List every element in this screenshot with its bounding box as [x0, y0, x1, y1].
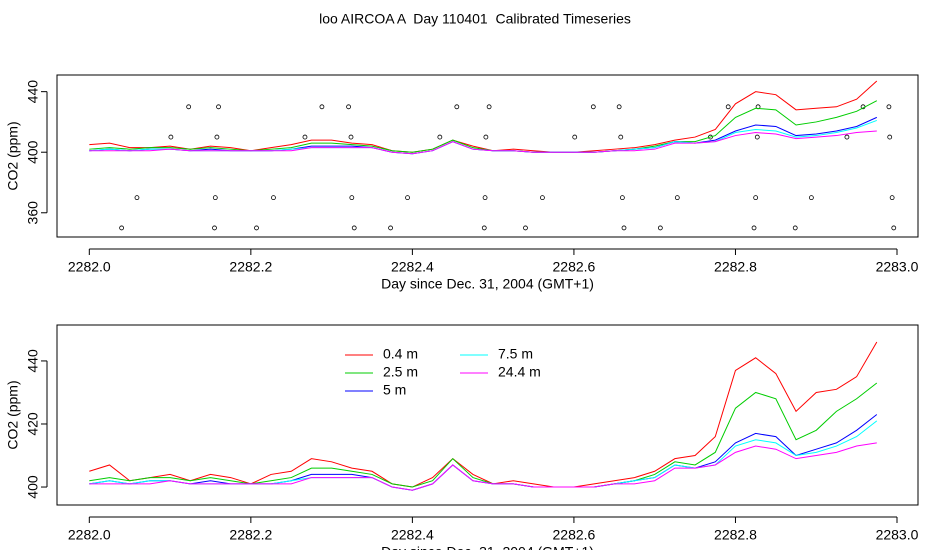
- calibration-point: [618, 134, 624, 140]
- calibration-point: [590, 104, 596, 110]
- calibration-point: [616, 104, 622, 110]
- x-tick-label: 2283.0: [876, 527, 919, 543]
- x-tick-label: 2282.2: [229, 259, 272, 275]
- calibration-point: [319, 104, 325, 110]
- legend-label: 2.5 m: [383, 364, 418, 380]
- series-line: [89, 80, 878, 153]
- series-line: [89, 442, 877, 491]
- series-line: [89, 420, 878, 491]
- calibration-point: [523, 225, 528, 231]
- calibration-point: [186, 104, 192, 110]
- series-line: [89, 100, 878, 153]
- x-tick-label: 2283.0: [876, 259, 919, 275]
- calibration-point: [351, 225, 357, 231]
- calibration-point: [168, 134, 174, 140]
- calibration-point: [214, 134, 220, 140]
- calibration-point: [674, 195, 680, 201]
- calibration-point: [619, 195, 625, 201]
- calibration-point: [887, 134, 893, 140]
- legend-label: 7.5 m: [498, 346, 533, 362]
- series-line: [89, 341, 878, 488]
- calibration-point: [889, 195, 895, 201]
- x-tick-label: 2282.2: [229, 527, 272, 543]
- calibration-point: [483, 134, 489, 140]
- calibration-point: [119, 225, 125, 231]
- calibration-point: [708, 134, 713, 140]
- calibration-point: [844, 134, 850, 140]
- calibration-point: [348, 134, 354, 140]
- calibration-point: [454, 104, 460, 110]
- x-tick-label: 2282.0: [68, 527, 111, 543]
- calibration-point: [437, 134, 443, 140]
- chart-title: loo AIRCOA A Day 110401 Calibrated Times…: [319, 11, 631, 27]
- calibration-point: [657, 225, 663, 231]
- calibration-point: [486, 104, 492, 110]
- y-axis-label: CO2 (ppm): [5, 121, 21, 190]
- calibration-point: [886, 104, 892, 110]
- x-axis-label: Day since Dec. 31, 2004 (GMT+1): [381, 544, 594, 550]
- x-tick-label: 2282.6: [553, 527, 596, 543]
- calibration-point: [621, 225, 627, 231]
- y-tick-label: 400: [25, 475, 41, 499]
- x-tick-label: 2282.8: [714, 259, 757, 275]
- series-line: [89, 130, 877, 155]
- calibration-point: [388, 225, 393, 231]
- calibration-point: [808, 195, 814, 201]
- plot-frame: [56, 74, 919, 238]
- calibration-point: [302, 134, 308, 140]
- x-tick-label: 2282.6: [553, 259, 596, 275]
- x-tick-label: 2282.8: [714, 527, 757, 543]
- calibration-point: [792, 225, 798, 231]
- calibration-point: [751, 225, 757, 231]
- calibration-point: [753, 195, 759, 201]
- calibration-point: [405, 195, 410, 201]
- x-tick-label: 2282.4: [391, 259, 434, 275]
- y-tick-label: 360: [25, 201, 41, 225]
- y-tick-label: 440: [25, 349, 41, 373]
- x-tick-label: 2282.4: [391, 527, 434, 543]
- calibration-point: [572, 134, 578, 140]
- calibration-point: [540, 195, 545, 201]
- calibration-point: [725, 104, 731, 110]
- calibration-point: [754, 134, 760, 140]
- legend-label: 0.4 m: [383, 346, 418, 362]
- calibration-point: [212, 195, 218, 201]
- calibration-point: [891, 225, 897, 231]
- legend-label: 24.4 m: [498, 364, 541, 380]
- y-axis-label: CO2 (ppm): [5, 380, 21, 449]
- calibration-point: [212, 225, 217, 231]
- y-tick-label: 400: [25, 140, 41, 164]
- x-tick-label: 2282.0: [68, 259, 111, 275]
- plot-frame: [56, 324, 919, 506]
- calibration-point: [254, 225, 259, 231]
- calibration-point: [271, 195, 276, 201]
- calibration-point: [482, 195, 488, 201]
- calibration-point: [481, 225, 487, 231]
- calibration-point: [346, 104, 351, 110]
- calibration-point: [134, 195, 140, 201]
- series-line: [89, 382, 878, 488]
- x-axis-label: Day since Dec. 31, 2004 (GMT+1): [381, 276, 594, 292]
- calibration-point: [216, 104, 221, 110]
- y-tick-label: 420: [25, 412, 41, 436]
- calibration-point: [349, 195, 355, 201]
- y-tick-label: 440: [25, 80, 41, 104]
- legend-label: 5 m: [383, 382, 406, 398]
